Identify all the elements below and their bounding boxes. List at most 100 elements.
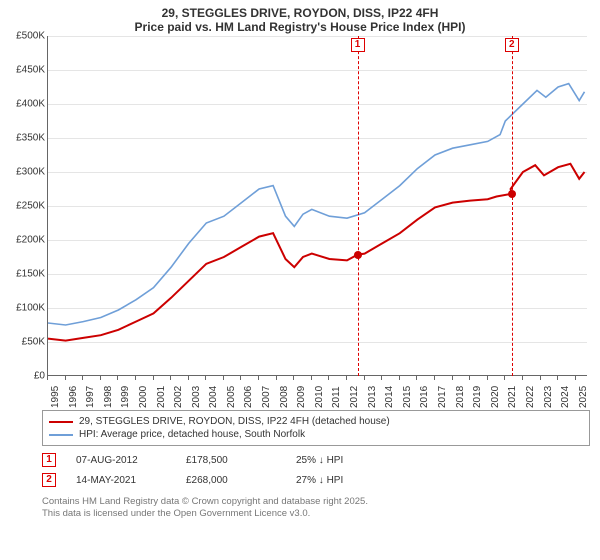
x-tick [452,376,453,380]
footer-line2: This data is licensed under the Open Gov… [42,508,590,520]
x-axis-label: 2006 [243,386,254,408]
x-axis-label: 2001 [156,386,167,408]
sales-table: 107-AUG-2012£178,50025% ↓ HPI214-MAY-202… [42,450,590,490]
sale-marker-box: 1 [351,38,365,52]
chart-legend: 29, STEGGLES DRIVE, ROYDON, DISS, IP22 4… [42,410,590,446]
x-tick [276,376,277,380]
x-axis-label: 2025 [578,386,589,408]
x-tick [328,376,329,380]
legend-swatch [49,434,73,436]
x-axis-label: 1996 [68,386,79,408]
sale-point-marker [508,190,516,198]
chart-title-address: 29, STEGGLES DRIVE, ROYDON, DISS, IP22 4… [0,6,600,20]
x-axis-label: 2015 [402,386,413,408]
x-axis-label: 2020 [490,386,501,408]
x-tick [117,376,118,380]
x-tick [364,376,365,380]
x-axis-label: 2012 [349,386,360,408]
y-axis-label: £400K [16,99,45,110]
y-gridline [48,172,587,173]
x-axis-label: 2014 [384,386,395,408]
sales-row: 107-AUG-2012£178,50025% ↓ HPI [42,450,590,470]
x-axis-label: 2000 [138,386,149,408]
x-tick [469,376,470,380]
x-tick [381,376,382,380]
x-axis-label: 1998 [103,386,114,408]
x-axis-label: 2007 [261,386,272,408]
sales-row-price: £268,000 [186,475,276,486]
x-axis-label: 2008 [279,386,290,408]
x-tick [65,376,66,380]
chart-area: 12 £0£50K£100K£150K£200K£250K£300K£350K£… [5,36,595,406]
sale-point-marker [354,251,362,259]
x-tick [399,376,400,380]
x-tick [47,376,48,380]
y-axis-label: £100K [16,303,45,314]
x-axis-label: 1997 [85,386,96,408]
x-axis-label: 2024 [560,386,571,408]
y-axis-label: £50K [22,337,45,348]
sales-row-marker: 2 [42,473,56,487]
x-tick [170,376,171,380]
x-axis-label: 2021 [507,386,518,408]
x-tick [346,376,347,380]
chart-title-block: 29, STEGGLES DRIVE, ROYDON, DISS, IP22 4… [0,0,600,36]
x-tick [416,376,417,380]
y-gridline [48,240,587,241]
x-tick [205,376,206,380]
x-axis-label: 1995 [50,386,61,408]
x-tick [434,376,435,380]
price-paid-line [48,164,585,341]
y-gridline [48,104,587,105]
attribution-footer: Contains HM Land Registry data © Crown c… [42,496,590,521]
y-gridline [48,342,587,343]
x-axis-label: 2017 [437,386,448,408]
x-tick [487,376,488,380]
x-axis-label: 2002 [173,386,184,408]
legend-label: HPI: Average price, detached house, Sout… [79,429,305,440]
y-gridline [48,206,587,207]
hpi-line [48,84,585,325]
x-axis-label: 2023 [543,386,554,408]
y-gridline [48,274,587,275]
sales-row-marker: 1 [42,453,56,467]
legend-swatch [49,421,73,423]
x-axis-label: 2003 [191,386,202,408]
x-tick [188,376,189,380]
x-tick [240,376,241,380]
sale-marker-line [358,36,359,376]
x-axis-label: 2019 [472,386,483,408]
y-axis-label: £350K [16,133,45,144]
y-axis-label: £0 [34,371,45,382]
y-axis-label: £450K [16,65,45,76]
legend-label: 29, STEGGLES DRIVE, ROYDON, DISS, IP22 4… [79,416,390,427]
y-gridline [48,70,587,71]
x-tick [100,376,101,380]
y-axis-label: £150K [16,269,45,280]
sales-row: 214-MAY-2021£268,00027% ↓ HPI [42,470,590,490]
sale-marker-box: 2 [505,38,519,52]
x-tick [311,376,312,380]
y-axis-label: £200K [16,235,45,246]
x-axis-label: 2018 [455,386,466,408]
sales-row-diff: 27% ↓ HPI [296,475,386,486]
x-axis-label: 2010 [314,386,325,408]
x-tick [540,376,541,380]
x-tick [557,376,558,380]
x-tick [575,376,576,380]
x-tick [504,376,505,380]
sales-row-price: £178,500 [186,455,276,466]
x-tick [153,376,154,380]
sale-marker-line [512,36,513,376]
x-axis-label: 1999 [120,386,131,408]
y-gridline [48,36,587,37]
legend-row: 29, STEGGLES DRIVE, ROYDON, DISS, IP22 4… [49,415,583,428]
x-axis-label: 2009 [296,386,307,408]
y-gridline [48,138,587,139]
x-tick [82,376,83,380]
plot-area: 12 [47,36,587,376]
x-tick [135,376,136,380]
x-tick [522,376,523,380]
x-tick [223,376,224,380]
sales-row-date: 07-AUG-2012 [76,455,166,466]
